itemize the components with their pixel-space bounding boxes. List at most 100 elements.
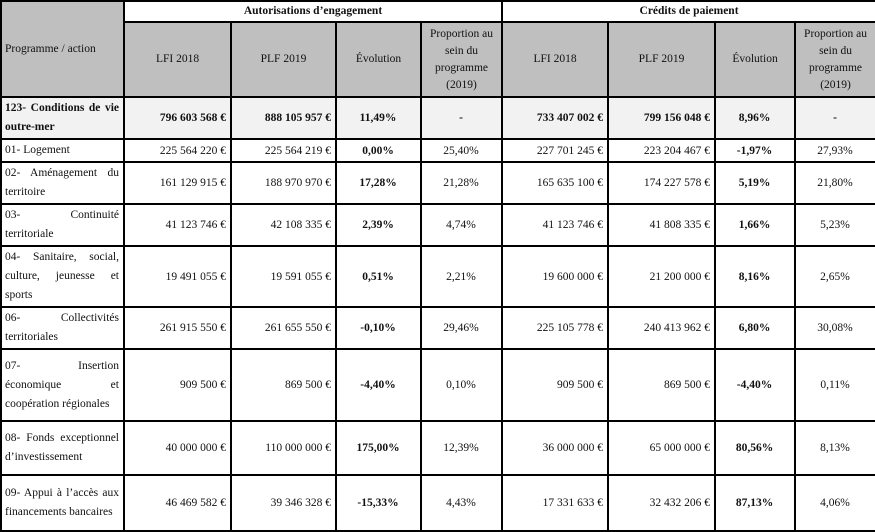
cell-cp-ev: -4,40%	[714, 348, 797, 422]
cell-ae-ev: 17,28%	[335, 161, 422, 205]
cell-ae-lfi: 161 129 915 €	[123, 161, 232, 205]
cell-ae-ev: -4,40%	[335, 348, 422, 422]
table-row: 09- Appui à l’accès aux financements ban…	[0, 474, 875, 532]
header-credits-paiement: Crédits de paiement	[501, 0, 875, 23]
cell-ae-ev: 175,00%	[335, 420, 422, 476]
header-ae-proportion: Proportion au sein du programme (2019)	[419, 21, 504, 98]
cell-ae-lfi: 46 469 582 €	[123, 474, 232, 532]
cell-ae-plf: 225 564 219 €	[230, 138, 337, 163]
cell-cp-pr: 5,23%	[794, 203, 875, 247]
cell-ae-pr: -	[419, 96, 504, 140]
programme-action-name: 06- Collectivités territoriales	[0, 306, 125, 350]
cell-cp-lfi: 909 500 €	[501, 348, 610, 422]
cell-cp-plf: 21 200 000 €	[607, 245, 717, 308]
cell-ae-lfi: 19 491 055 €	[123, 245, 232, 308]
cell-cp-ev: 8,96%	[714, 96, 797, 140]
cell-cp-pr: 30,08%	[794, 306, 875, 350]
cell-cp-lfi: 17 331 633 €	[501, 474, 610, 532]
cell-ae-pr: 21,28%	[419, 161, 504, 205]
cell-ae-plf: 42 108 335 €	[230, 203, 337, 247]
cell-ae-pr: 0,10%	[419, 348, 504, 422]
header-ae-lfi-2018: LFI 2018	[123, 21, 232, 98]
cell-cp-plf: 32 432 206 €	[607, 474, 717, 532]
cell-ae-lfi: 40 000 000 €	[123, 420, 232, 476]
cell-cp-plf: 174 227 578 €	[607, 161, 717, 205]
table-row: 04- Sanitaire, social, culture, jeunesse…	[0, 245, 875, 308]
programme-action-name: 02- Aménagement du territoire	[0, 161, 125, 205]
cell-ae-lfi: 261 915 550 €	[123, 306, 232, 350]
total-row: 123- Conditions de vie outre-mer 796 603 …	[0, 96, 875, 140]
cell-ae-plf: 39 346 328 €	[230, 474, 337, 532]
cell-cp-pr: 4,06%	[794, 474, 875, 532]
header-cp-proportion: Proportion au sein du programme (2019)	[794, 21, 875, 98]
cell-cp-plf: 240 413 962 €	[607, 306, 717, 350]
cell-cp-plf: 41 808 335 €	[607, 203, 717, 247]
cell-cp-ev: -1,97%	[714, 138, 797, 163]
cell-ae-lfi: 796 603 568 €	[123, 96, 232, 140]
cell-cp-lfi: 227 701 245 €	[501, 138, 610, 163]
header-programme-action: Programme / action	[0, 0, 125, 98]
cell-cp-lfi: 41 123 746 €	[501, 203, 610, 247]
cell-cp-ev: 80,56%	[714, 420, 797, 476]
cell-cp-pr: 2,65%	[794, 245, 875, 308]
programme-action-name: 08- Fonds exceptionnel d’investissement	[0, 420, 125, 476]
table-row: 03- Continuité territoriale 41 123 746 €4…	[0, 203, 875, 247]
cell-cp-ev: 5,19%	[714, 161, 797, 205]
header-cp-plf-2019: PLF 2019	[607, 21, 717, 98]
cell-ae-pr: 12,39%	[419, 420, 504, 476]
programme-action-name: 04- Sanitaire, social, culture, jeunesse…	[0, 245, 125, 308]
cell-ae-ev: 0,00%	[335, 138, 422, 163]
cell-ae-pr: 29,46%	[419, 306, 504, 350]
cell-cp-plf: 223 204 467 €	[607, 138, 717, 163]
cell-ae-lfi: 909 500 €	[123, 348, 232, 422]
cell-cp-pr: 0,11%	[794, 348, 875, 422]
table-row: 01- Logement 225 564 220 €225 564 219 €0,…	[0, 138, 875, 163]
cell-ae-ev: 2,39%	[335, 203, 422, 247]
table-row: 08- Fonds exceptionnel d’investissement 4…	[0, 420, 875, 476]
header-cp-evolution: Évolution	[714, 21, 797, 98]
cell-ae-pr: 4,74%	[419, 203, 504, 247]
cell-cp-plf: 869 500 €	[607, 348, 717, 422]
programme-action-name: 123- Conditions de vie outre-mer	[0, 96, 125, 140]
cell-cp-lfi: 225 105 778 €	[501, 306, 610, 350]
programme-action-name: 01- Logement	[0, 138, 125, 163]
programme-action-name: 09- Appui à l’accès aux financements ban…	[0, 474, 125, 532]
cell-ae-lfi: 41 123 746 €	[123, 203, 232, 247]
cell-cp-pr: 27,93%	[794, 138, 875, 163]
cell-ae-pr: 2,21%	[419, 245, 504, 308]
cell-cp-plf: 65 000 000 €	[607, 420, 717, 476]
cell-ae-plf: 869 500 €	[230, 348, 337, 422]
header-autorisations-engagement: Autorisations d’engagement	[122, 0, 504, 23]
cell-ae-plf: 888 105 957 €	[230, 96, 337, 140]
cell-ae-pr: 4,43%	[419, 474, 504, 532]
cell-ae-plf: 261 655 550 €	[230, 306, 337, 350]
cell-cp-lfi: 19 600 000 €	[501, 245, 610, 308]
table-row: 07- Insertion économique et coopération …	[0, 348, 875, 422]
cell-cp-lfi: 733 407 002 €	[501, 96, 610, 140]
table-row: 06- Collectivités territoriales 261 915 5…	[0, 306, 875, 350]
cell-cp-ev: 6,80%	[714, 306, 797, 350]
cell-ae-lfi: 225 564 220 €	[123, 138, 232, 163]
cell-cp-lfi: 36 000 000 €	[501, 420, 610, 476]
cell-cp-pr: 8,13%	[794, 420, 875, 476]
cell-cp-plf: 799 156 048 €	[607, 96, 717, 140]
cell-cp-pr: 21,80%	[794, 161, 875, 205]
cell-cp-lfi: 165 635 100 €	[501, 161, 610, 205]
cell-cp-ev: 1,66%	[714, 203, 797, 247]
cell-ae-ev: 11,49%	[335, 96, 422, 140]
cell-cp-ev: 8,16%	[714, 245, 797, 308]
table-row: 02- Aménagement du territoire 161 129 915…	[0, 161, 875, 205]
header-cp-lfi-2018: LFI 2018	[501, 21, 610, 98]
programme-action-name: 03- Continuité territoriale	[0, 203, 125, 247]
cell-ae-pr: 25,40%	[419, 138, 504, 163]
programme-action-name: 07- Insertion économique et coopération …	[0, 348, 125, 422]
cell-ae-ev: 0,51%	[335, 245, 422, 308]
cell-cp-pr: -	[794, 96, 875, 140]
cell-cp-ev: 87,13%	[714, 474, 797, 532]
header-ae-plf-2019: PLF 2019	[230, 21, 337, 98]
cell-ae-ev: -0,10%	[335, 306, 422, 350]
cell-ae-plf: 19 591 055 €	[230, 245, 337, 308]
cell-ae-ev: -15,33%	[335, 474, 422, 532]
cell-ae-plf: 188 970 970 €	[230, 161, 337, 205]
